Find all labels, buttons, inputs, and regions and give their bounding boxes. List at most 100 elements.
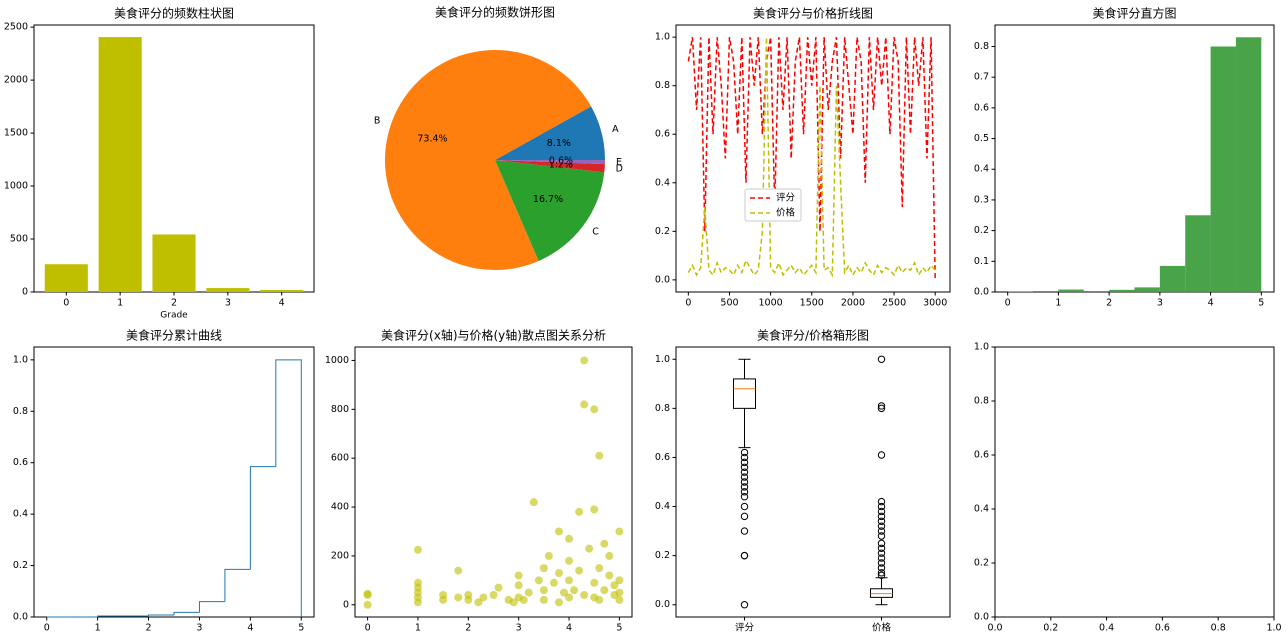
line-series xyxy=(687,37,936,280)
slice-percent: 1.2% xyxy=(549,159,573,170)
y-tick-label: 0.7 xyxy=(974,72,989,83)
pie-slice xyxy=(495,160,605,173)
y-tick-label: 1.0 xyxy=(655,354,670,365)
x-tick-label: 评分 xyxy=(735,623,755,634)
bar xyxy=(98,37,142,293)
step-segment xyxy=(148,614,174,616)
x-tick-label: 0.8 xyxy=(1211,623,1226,634)
x-tick-label: 4 xyxy=(247,623,253,634)
y-tick-label: 1000 xyxy=(4,181,28,192)
flier xyxy=(740,551,749,560)
flier xyxy=(877,554,886,562)
hist-bar xyxy=(1134,287,1160,292)
scatter-point xyxy=(615,576,624,585)
y-tick-label: 0.6 xyxy=(655,452,670,463)
chart-title: 美食评分的频数柱状图 xyxy=(114,6,234,21)
step-segment xyxy=(97,615,124,617)
scatter-point xyxy=(600,539,609,548)
x-tick-label: 2500 xyxy=(882,298,906,309)
y-tick-label: 200 xyxy=(331,550,349,561)
flier xyxy=(740,488,749,496)
axes-frame xyxy=(675,346,951,618)
y-tick-label: 0.2 xyxy=(974,558,989,569)
y-tick-label: 0.8 xyxy=(974,396,989,407)
y-tick-label: 2000 xyxy=(4,75,28,86)
flier xyxy=(740,512,749,521)
bar xyxy=(152,234,196,292)
slice-percent: 0.6% xyxy=(549,156,573,167)
flier xyxy=(877,517,886,525)
y-tick-label: 0.6 xyxy=(655,129,670,140)
slice-label: D xyxy=(616,164,623,175)
x-tick-label: 1000 xyxy=(759,298,783,309)
flier xyxy=(877,527,886,535)
flier xyxy=(877,512,886,521)
scatter-point xyxy=(565,576,574,585)
flier xyxy=(740,458,749,467)
x-tick-label: 5 xyxy=(616,623,622,634)
x-tick-label: 1 xyxy=(415,623,421,634)
x-tick-label: 0 xyxy=(63,298,69,309)
flier xyxy=(740,483,749,491)
legend-label: 价格 xyxy=(776,207,796,219)
y-tick-label: 500 xyxy=(10,234,28,245)
hist-bar xyxy=(1159,265,1186,292)
scatter-point xyxy=(454,593,463,602)
x-tick-label: 4 xyxy=(279,298,285,309)
chart-title: 美食评分与价格折线图 xyxy=(753,6,873,21)
hist-bar xyxy=(1185,215,1211,292)
chart-title: 美食评分的频数饼形图 xyxy=(435,5,555,20)
y-tick-label: 0.2 xyxy=(655,550,670,561)
y-tick-label: 0.4 xyxy=(974,504,989,515)
y-tick-label: 0.8 xyxy=(13,406,28,417)
axes-frame xyxy=(354,346,633,618)
scatter-point xyxy=(539,595,548,604)
box xyxy=(733,378,756,409)
x-tick-label: 3 xyxy=(516,623,522,634)
scatter-point xyxy=(524,588,533,597)
flier xyxy=(877,569,886,577)
x-tick-label: 1 xyxy=(117,298,123,309)
scatter-point xyxy=(413,578,422,587)
y-tick-label: 1.0 xyxy=(974,342,989,353)
flier xyxy=(740,468,749,476)
y-tick-label: 0.4 xyxy=(655,177,670,188)
flier xyxy=(877,544,886,552)
flier xyxy=(740,502,749,511)
scatter-point xyxy=(615,595,624,604)
flier xyxy=(877,571,886,579)
scatter-point xyxy=(494,583,503,592)
scatter-point xyxy=(479,593,488,602)
y-tick-label: 0 xyxy=(22,287,28,298)
y-tick-label: 0 xyxy=(343,599,349,610)
flier xyxy=(877,522,886,530)
y-tick-label: 1.0 xyxy=(13,354,28,365)
x-tick-label: 3 xyxy=(196,623,202,634)
step-segment xyxy=(224,568,251,602)
slice-label: C xyxy=(592,227,599,238)
flier xyxy=(740,448,749,457)
y-tick-label: 1500 xyxy=(4,128,28,139)
chart-title: 美食评分(x轴)与价格(y轴)散点图关系分析 xyxy=(381,328,606,343)
slice-percent: 16.7% xyxy=(533,194,563,205)
scatter-point xyxy=(464,591,473,600)
y-tick-label: 0.4 xyxy=(974,164,989,175)
step-segment xyxy=(249,466,276,570)
scatter-point xyxy=(509,598,518,607)
scatter-point xyxy=(539,586,548,595)
flier xyxy=(877,539,886,548)
x-tick-label: 3 xyxy=(225,298,231,309)
y-tick-label: 0.2 xyxy=(655,226,670,237)
scatter-point xyxy=(580,400,589,409)
step-segment xyxy=(275,359,302,617)
bar xyxy=(206,288,250,292)
scatter-point xyxy=(615,527,624,536)
y-tick-label: 0.0 xyxy=(974,287,989,298)
x-tick-label: 价格 xyxy=(872,622,892,634)
scatter-point xyxy=(554,598,563,607)
step-segment xyxy=(173,611,200,615)
y-tick-label: 0.8 xyxy=(655,403,670,414)
scatter-point xyxy=(474,598,483,607)
flier xyxy=(877,497,886,506)
scatter-point xyxy=(595,564,604,573)
